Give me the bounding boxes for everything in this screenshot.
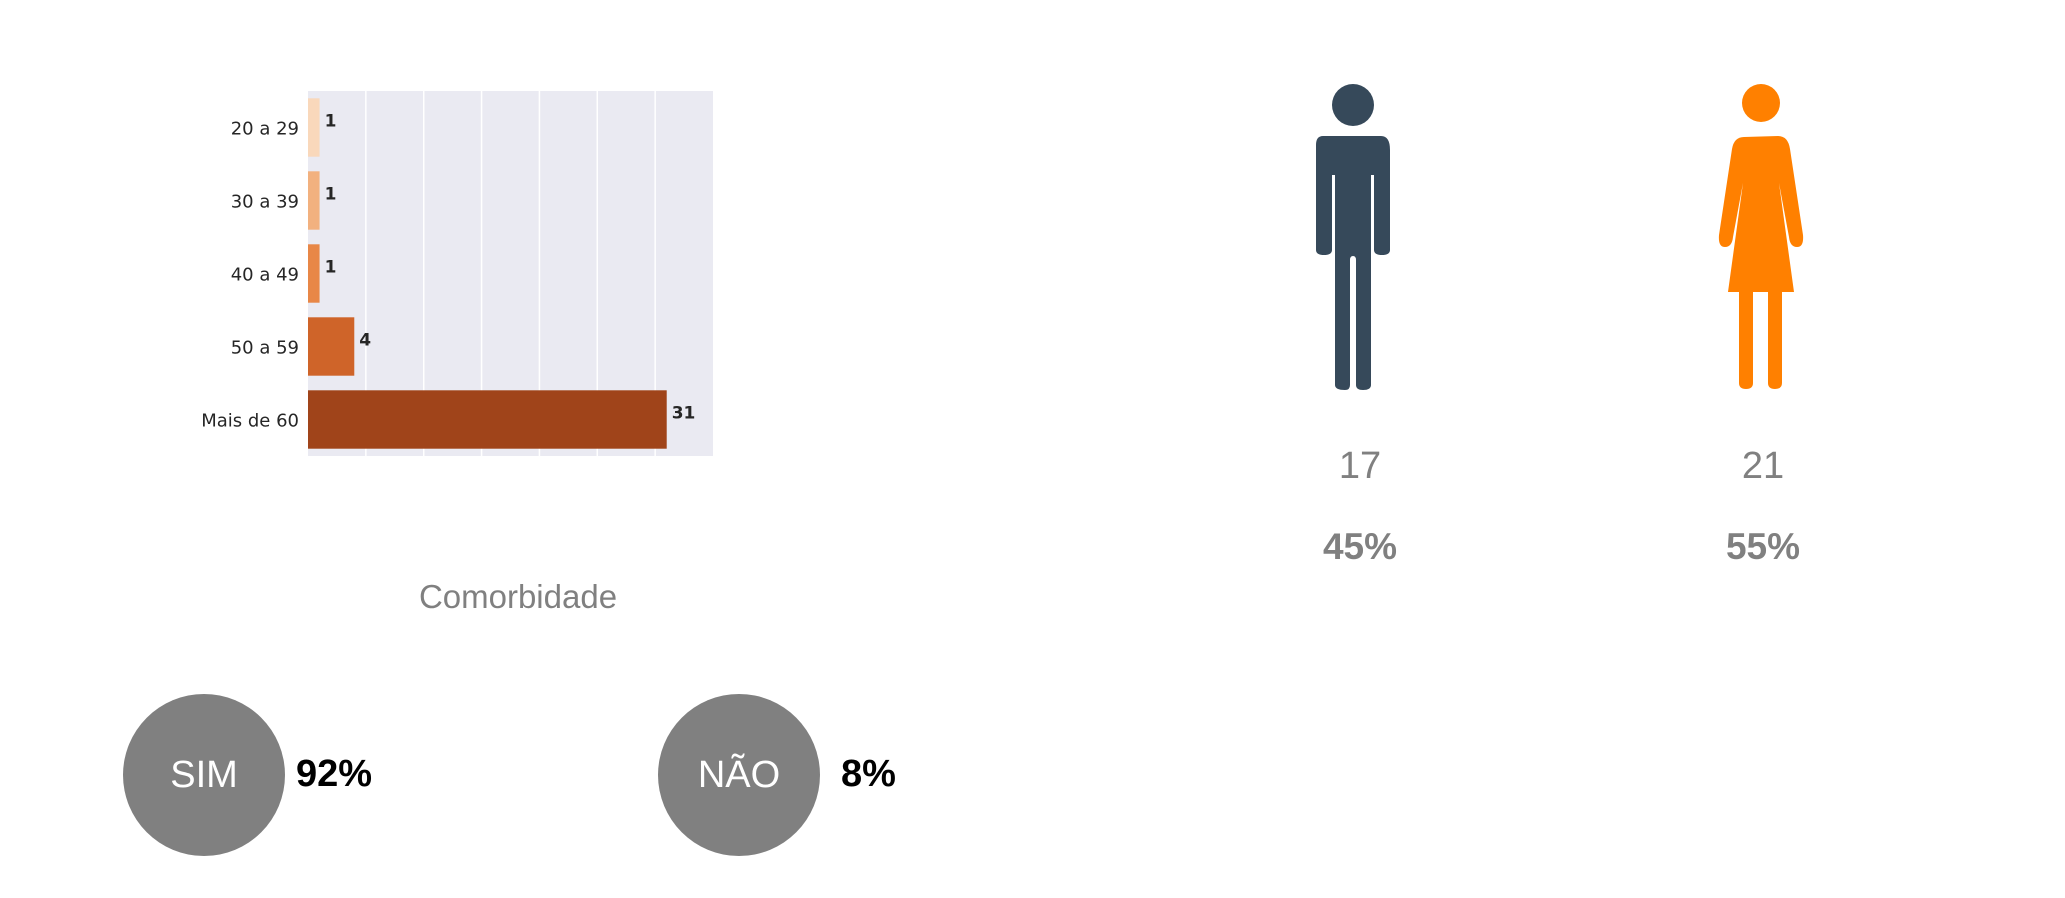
value-labels: 1 1 1 4 31: [325, 112, 696, 424]
no-percent: 8%: [841, 753, 896, 795]
value-label: 4: [359, 331, 371, 351]
category-labels: 20 a 29 30 a 39 40 a 49 50 a 59 Mais de 60: [201, 119, 299, 432]
male-percent: 45%: [1322, 526, 1398, 567]
category-label: 30 a 39: [231, 192, 299, 213]
value-label: 31: [672, 404, 696, 424]
male-count: 17: [1338, 445, 1382, 487]
bars: [308, 98, 667, 449]
female-percent: 55%: [1725, 526, 1801, 567]
comorbidity-title: Comorbidade: [418, 578, 618, 615]
value-label: 1: [325, 185, 337, 205]
bar: [308, 171, 320, 230]
female-person-icon: [1718, 84, 1804, 389]
yes-percent: 92%: [296, 753, 373, 795]
bar: [308, 244, 320, 303]
no-circle: NÃO: [658, 694, 820, 856]
category-label: 50 a 59: [231, 338, 299, 359]
male-person-icon: [1316, 84, 1390, 390]
age-bar-chart: 20 a 29 30 a 39 40 a 49 50 a 59 Mais de 60 1…: [201, 91, 713, 456]
value-label: 1: [325, 258, 337, 278]
bar: [308, 98, 320, 157]
category-label: Mais de 60: [201, 411, 299, 432]
category-label: 40 a 49: [231, 265, 299, 286]
category-label: 20 a 29: [231, 119, 299, 140]
no-label: NÃO: [697, 753, 781, 796]
yes-circle: SIM: [123, 694, 285, 856]
female-count: 21: [1741, 445, 1785, 487]
bar: [308, 317, 355, 376]
yes-label: SIM: [170, 753, 238, 796]
value-label: 1: [325, 112, 337, 132]
bar: [308, 390, 667, 449]
